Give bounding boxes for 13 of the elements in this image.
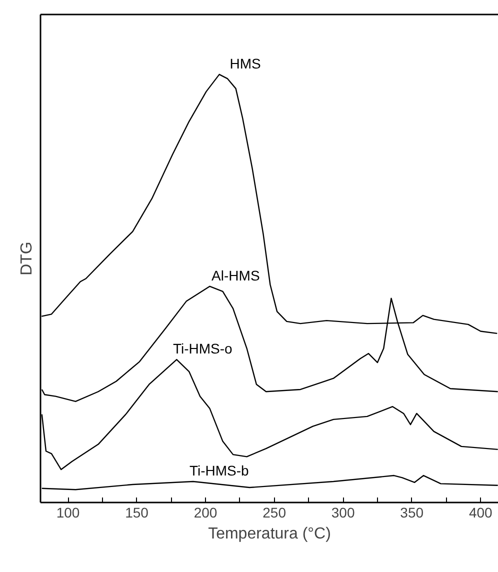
- series-label: Ti-HMS-b: [189, 462, 250, 479]
- y-axis-title: DTG: [18, 242, 36, 276]
- x-tick-label: 350: [400, 504, 424, 520]
- series-label: Ti-HMS-o: [172, 340, 233, 357]
- x-tick-label: 150: [125, 504, 149, 520]
- series-label: Al-HMS: [212, 267, 260, 284]
- x-tick-label: 400: [468, 504, 493, 520]
- series-label: HMS: [230, 55, 261, 72]
- x-tick-label: 100: [56, 504, 80, 520]
- x-tick-label: 250: [262, 504, 286, 520]
- x-axis-title: Temperatura (°C): [208, 526, 331, 542]
- x-tick-label: 300: [331, 504, 355, 520]
- x-tick-label: 200: [194, 504, 218, 520]
